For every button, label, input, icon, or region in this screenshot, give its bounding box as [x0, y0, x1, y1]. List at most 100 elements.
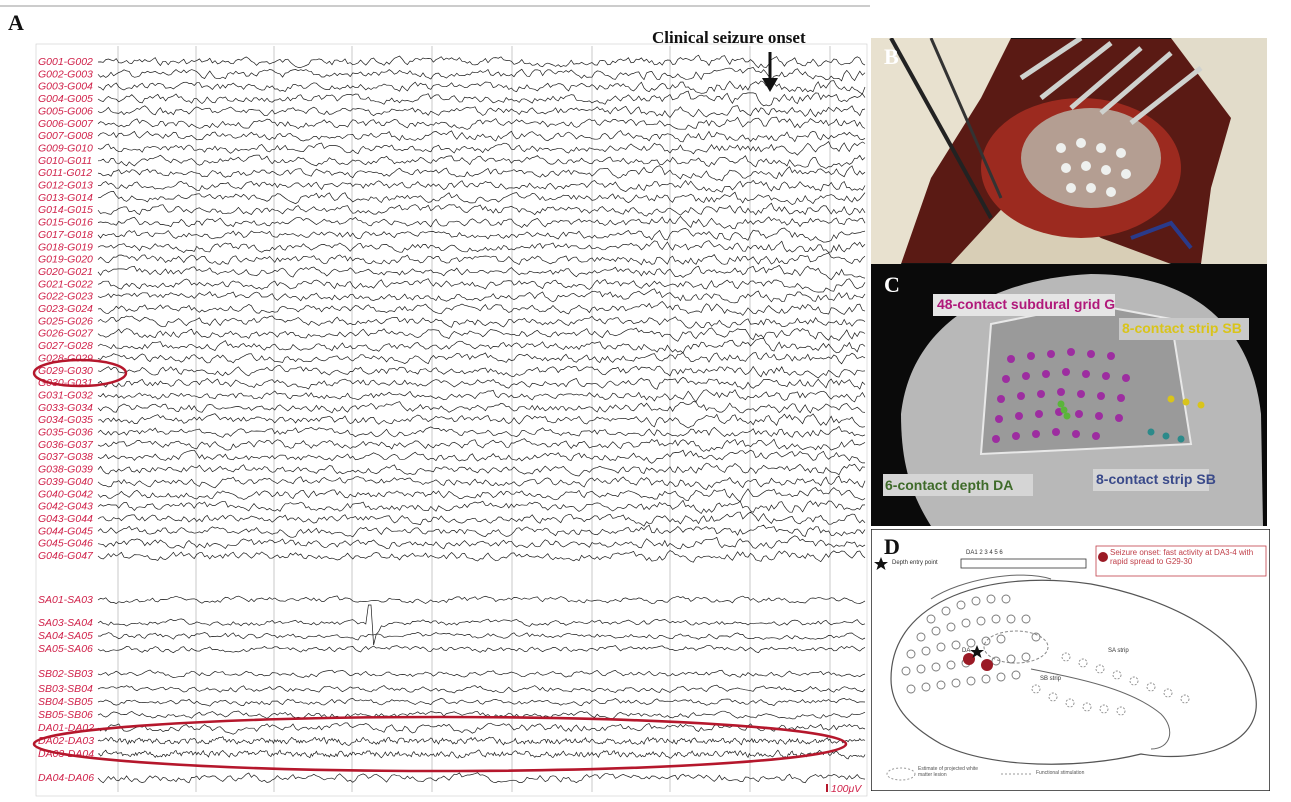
- eeg-trace: [97, 487, 866, 503]
- channel-label: G012-G013: [38, 180, 93, 192]
- channel-label: G007-G008: [38, 130, 93, 142]
- channel-label: G039-G040: [38, 476, 93, 488]
- panel-d-letter: D: [884, 534, 900, 559]
- eeg-trace: [97, 475, 866, 491]
- eeg-trace: [97, 389, 866, 403]
- eeg-trace: [97, 644, 866, 654]
- channel-label: G003-G004: [38, 81, 93, 93]
- electrode-diagram: [871, 529, 1270, 791]
- grid-circles: [901, 594, 1041, 694]
- eeg-trace: [97, 116, 866, 130]
- channel-label: G023-G024: [38, 303, 93, 315]
- scale-label: 100μV: [831, 783, 862, 795]
- channel-label: SB05-SB06: [38, 709, 93, 721]
- channel-label: SB04-SB05: [38, 696, 93, 708]
- eeg-trace: [97, 252, 866, 266]
- eeg-trace: [97, 338, 866, 354]
- channel-label: G044-G045: [38, 525, 93, 537]
- sa-strip-label: SA strip: [1108, 648, 1129, 654]
- eeg-trace: [97, 315, 866, 329]
- channel-label: SA03-SA04: [38, 617, 93, 629]
- eeg-trace: [97, 376, 866, 390]
- eeg-trace: [97, 449, 865, 464]
- panel-c-letter: C: [884, 272, 900, 297]
- channel-label: G015-G016: [38, 217, 93, 229]
- eeg-trace: [97, 215, 866, 230]
- eeg-trace: [97, 365, 866, 379]
- eeg-trace: [97, 462, 866, 477]
- eeg-trace: [97, 66, 866, 82]
- brain-render: [871, 264, 1267, 526]
- stim-note: Functional stimulation: [1036, 770, 1085, 776]
- channel-label: G028-G029: [38, 352, 93, 364]
- eeg-trace: [97, 550, 866, 563]
- depth-caption: 6-contact depth DA: [885, 477, 1014, 493]
- eeg-trace: [97, 772, 866, 784]
- eeg-trace: [97, 240, 866, 253]
- sb-strip-label: SB strip: [1040, 676, 1062, 682]
- eeg-trace: [97, 736, 866, 746]
- eeg-frame: [35, 43, 868, 797]
- channel-label: SA01-SA03: [38, 594, 93, 606]
- channel-label: G005-G006: [38, 105, 93, 117]
- eeg-trace: [97, 202, 866, 217]
- channel-label: G011-G012: [38, 167, 92, 179]
- channel-label: G045-G046: [38, 538, 93, 550]
- channel-label: G014-G015: [38, 204, 93, 216]
- channel-label: G036-G037: [38, 439, 94, 451]
- eeg-trace: [97, 352, 866, 365]
- channel-label: SA05-SA06: [38, 643, 93, 655]
- channel-label: G029-G030: [38, 365, 93, 377]
- channel-label: G030-G031: [38, 377, 93, 389]
- eeg-panel: G001-G002G002-G003G003-G004G004-G005G005…: [0, 5, 870, 797]
- strip-bottom-caption: 8-contact strip SB: [1096, 471, 1216, 487]
- da-bar: [960, 558, 1087, 569]
- channel-label: G018-G019: [38, 241, 93, 253]
- channel-label: G009-G010: [38, 142, 93, 154]
- da-header-label: DA1 2 3 4 5 6: [966, 550, 1003, 556]
- channel-label: DA04-DA06: [38, 772, 94, 784]
- channel-label: G006-G007: [38, 118, 94, 130]
- eeg-trace: [97, 413, 866, 429]
- eeg-trace: [97, 264, 866, 281]
- channel-label: SA04-SA05: [38, 630, 93, 642]
- eeg-trace: [97, 227, 866, 243]
- surgical-photo: [871, 38, 1267, 264]
- channel-label: G004-G005: [38, 93, 93, 105]
- eeg-trace: [97, 511, 866, 527]
- channel-label: G042-G043: [38, 501, 93, 513]
- onset-arrow-head: [762, 78, 778, 92]
- channel-label: G021-G022: [38, 278, 93, 290]
- eeg-trace: [97, 710, 866, 720]
- eeg-trace: [97, 179, 866, 193]
- grid-contacts: [992, 348, 1130, 443]
- eeg-trace: [97, 191, 866, 206]
- channel-label: G019-G020: [38, 254, 93, 266]
- lesion-note: Estimate of projected white matter lesio…: [918, 766, 979, 778]
- eeg-trace: [97, 301, 866, 316]
- eeg-trace: [97, 438, 866, 452]
- channel-label: G001-G002: [38, 56, 93, 68]
- channel-label: G043-G044: [38, 513, 93, 525]
- channel-label: G040-G042: [38, 488, 93, 500]
- eeg-trace: [97, 105, 866, 119]
- sb-strip-circles: [1031, 684, 1126, 716]
- legend-star: [874, 557, 888, 570]
- channel-label: G035-G036: [38, 427, 93, 439]
- g28-g30-highlight: [32, 358, 128, 388]
- channel-label: G017-G018: [38, 229, 93, 241]
- channel-label: G031-G032: [38, 389, 93, 401]
- eeg-trace: [97, 54, 866, 69]
- clinical-onset-label: Clinical seizure onset: [652, 28, 806, 47]
- channel-label: G038-G039: [38, 464, 93, 476]
- channel-label: G022-G023: [38, 291, 93, 303]
- panel-a-letter: A: [8, 10, 24, 35]
- eeg-trace: [97, 499, 866, 515]
- channel-label: G033-G034: [38, 402, 93, 414]
- legend-onset-dot: [1098, 552, 1108, 562]
- channel-label: G037-G038: [38, 451, 93, 463]
- eeg-trace: [97, 669, 866, 678]
- legend-box: [1095, 545, 1267, 577]
- channel-label: DA02-DA03: [38, 735, 94, 747]
- channel-label: G026-G027: [38, 328, 94, 340]
